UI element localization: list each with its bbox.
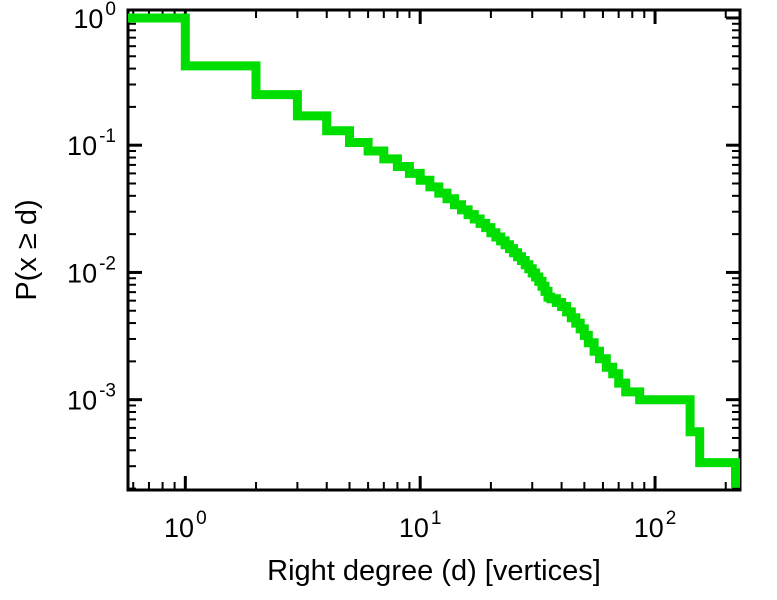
plot-border	[126, 8, 742, 492]
y-tick-label: 10 -1	[67, 126, 116, 161]
y-axis-label: P(x ≥ d)	[11, 199, 43, 300]
axis-ticks	[128, 10, 740, 490]
y-tick-label: 10 0	[73, 0, 116, 34]
ccdf-step-line	[128, 13, 740, 488]
y-tick-label: 10 -3	[67, 381, 116, 416]
x-tick-label: 10 1	[399, 508, 442, 543]
x-axis-label: Right degree (d) [vertices]	[267, 555, 601, 587]
y-tick-label: 10 -2	[67, 253, 116, 288]
x-tick-label: 10 2	[634, 508, 677, 543]
x-tick-label: 10 0	[164, 508, 207, 543]
tick-labels: 10 0 10 1 10 2 10 0 10 -1 10 -2 10 -3	[67, 0, 676, 543]
